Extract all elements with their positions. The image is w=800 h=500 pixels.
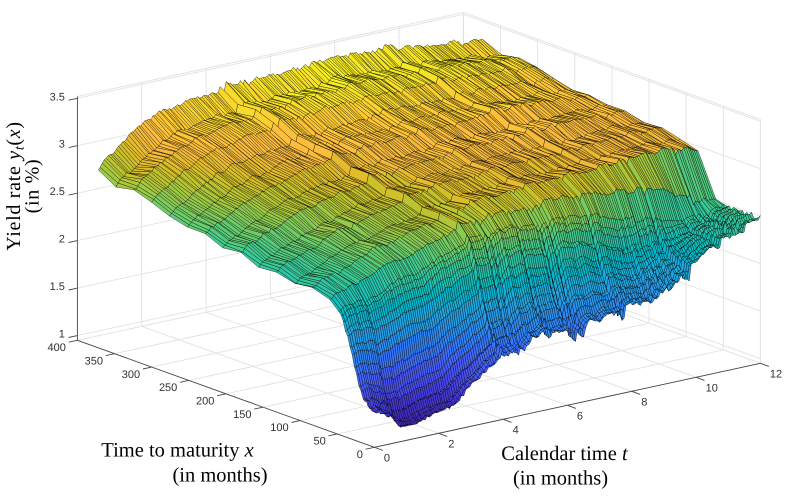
svg-text:10: 10	[706, 382, 718, 394]
svg-text:400: 400	[48, 342, 66, 354]
svg-text:100: 100	[270, 422, 288, 434]
svg-text:1: 1	[59, 329, 65, 341]
svg-text:200: 200	[196, 396, 214, 408]
svg-text:2: 2	[59, 234, 65, 246]
svg-text:12: 12	[770, 368, 782, 380]
svg-text:2.5: 2.5	[50, 186, 65, 198]
svg-text:350: 350	[85, 355, 103, 367]
svg-text:3.5: 3.5	[50, 91, 65, 103]
svg-text:1.5: 1.5	[50, 281, 65, 293]
svg-text:(in %): (in %)	[22, 159, 44, 214]
svg-text:2: 2	[448, 438, 454, 450]
svg-text:300: 300	[122, 369, 140, 381]
svg-text:150: 150	[233, 409, 251, 421]
svg-text:0: 0	[357, 449, 363, 461]
svg-text:250: 250	[159, 382, 177, 394]
svg-text:0: 0	[384, 452, 390, 464]
svg-text:50: 50	[314, 436, 326, 448]
svg-text:Yield rate yt(x): Yield rate yt(x)	[3, 121, 28, 251]
svg-text:(in months): (in months)	[172, 465, 267, 487]
svg-text:Time to maturity x: Time to maturity x	[101, 440, 253, 462]
svg-text:(in months): (in months)	[513, 468, 608, 490]
svg-text:6: 6	[577, 410, 583, 422]
svg-text:3: 3	[59, 139, 65, 151]
svg-text:Calendar time t: Calendar time t	[501, 443, 629, 465]
svg-text:8: 8	[641, 396, 647, 408]
svg-text:4: 4	[513, 424, 519, 436]
